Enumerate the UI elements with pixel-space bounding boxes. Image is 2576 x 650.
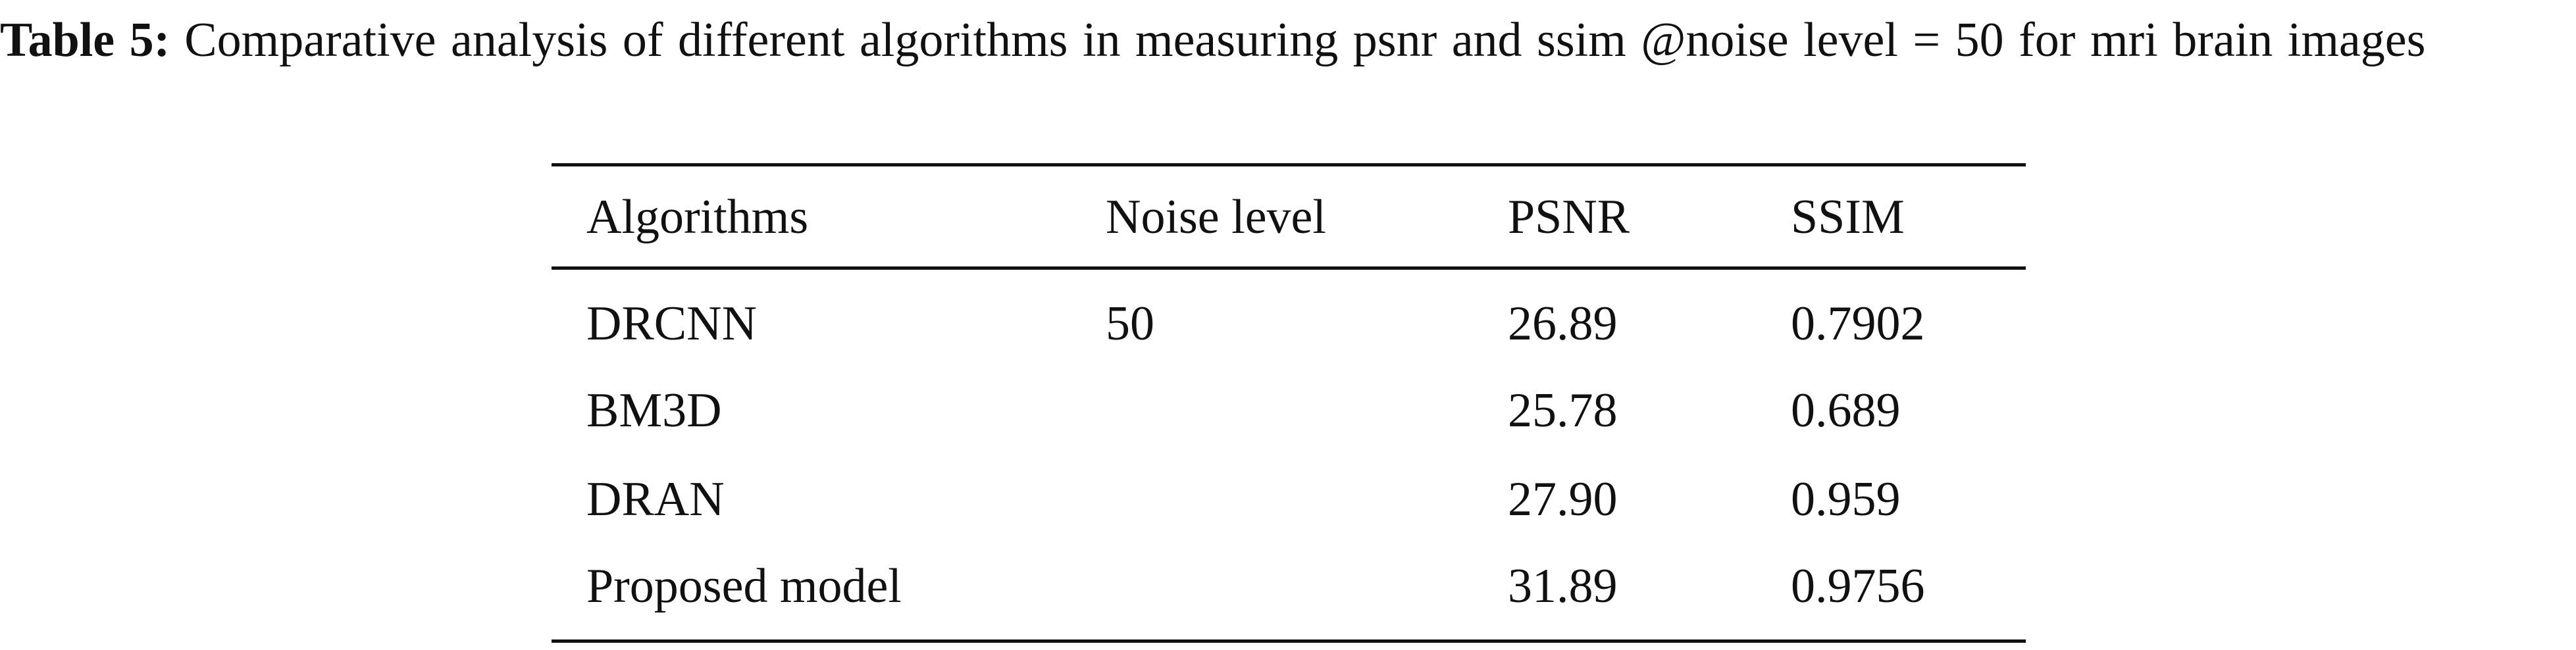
column-header: Algorithms bbox=[586, 190, 809, 244]
table-cell: BM3D bbox=[586, 384, 722, 438]
table-cell: 0.7902 bbox=[1791, 297, 1925, 351]
table-cell: 0.689 bbox=[1791, 384, 1901, 438]
table-cell: 26.89 bbox=[1508, 297, 1618, 351]
table-cell: 27.90 bbox=[1508, 472, 1618, 526]
top-rule bbox=[552, 163, 2026, 166]
table-cell: 25.78 bbox=[1508, 384, 1618, 438]
table-cell: 31.89 bbox=[1508, 559, 1618, 613]
table-cell: 0.9756 bbox=[1791, 559, 1925, 613]
table-cell: 50 bbox=[1106, 297, 1154, 351]
table-cell: 0.959 bbox=[1791, 472, 1901, 526]
caption-label: Table 5: bbox=[0, 13, 170, 67]
table-caption: Table 5: Comparative analysis of differen… bbox=[0, 0, 2567, 80]
column-header: PSNR bbox=[1508, 190, 1630, 244]
bottom-rule bbox=[552, 639, 2026, 643]
column-header: Noise level bbox=[1106, 190, 1326, 244]
header-rule bbox=[552, 266, 2026, 270]
column-header: SSIM bbox=[1791, 190, 1905, 244]
table-cell: DRAN bbox=[586, 472, 725, 526]
caption-text: Comparative analysis of different algori… bbox=[184, 13, 2426, 67]
table-cell: Proposed model bbox=[586, 559, 902, 613]
table-cell: DRCNN bbox=[586, 297, 758, 351]
